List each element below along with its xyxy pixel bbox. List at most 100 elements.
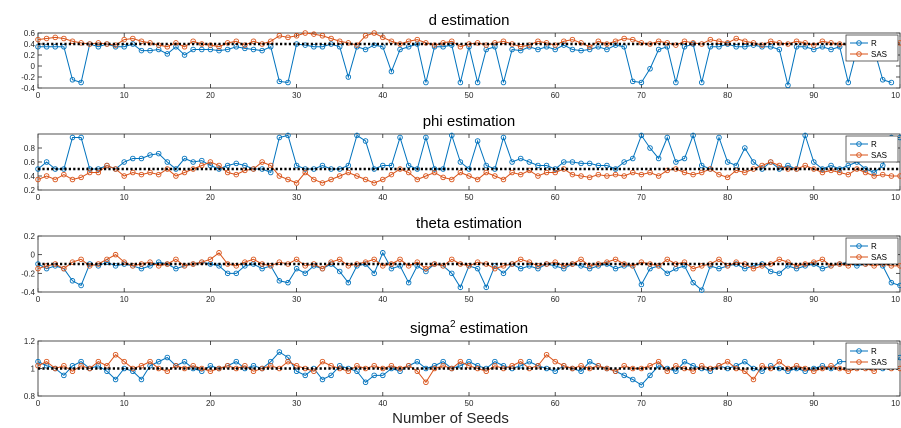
data-point-sas (724, 358, 731, 365)
data-point-sas (164, 166, 171, 172)
data-point-sas (724, 263, 731, 269)
chart-panel-2: phi estimation 0.2 0.4 0.6 0.8 0 10 20 30 40 50 60 7… (24, 113, 901, 202)
y-tick-label: 1 (31, 365, 36, 374)
data-point-sas (267, 363, 274, 369)
data-point-sas (328, 35, 334, 42)
data-point-sas (414, 36, 421, 43)
series-line-sas (37, 252, 900, 270)
data-point-sas (61, 363, 67, 369)
data-point-sas (319, 33, 326, 39)
data-point-sas (483, 169, 489, 176)
data-point-r (526, 159, 533, 165)
data-point-r (138, 47, 145, 54)
legend-marker-r (856, 243, 862, 249)
data-point-sas (199, 41, 205, 47)
data-point-sas (759, 162, 765, 169)
data-point-sas (716, 38, 722, 45)
data-point-sas (285, 176, 291, 183)
y-tick-label: 0.6 (24, 158, 36, 167)
x-tick-label: 30 (292, 91, 301, 100)
data-point-r (569, 159, 576, 165)
data-point-r (500, 79, 507, 86)
legend-marker-sas (856, 359, 862, 365)
data-point-sas (517, 256, 524, 263)
data-point-r (457, 363, 464, 369)
data-point-sas (371, 180, 377, 186)
data-point-sas (681, 169, 688, 176)
data-point-sas (285, 34, 291, 41)
data-point-r (569, 46, 576, 53)
data-point-sas (845, 171, 852, 178)
data-point-sas (199, 365, 205, 372)
data-point-r (371, 372, 377, 379)
legend-marker-r (856, 40, 862, 46)
data-point-sas (397, 166, 403, 172)
data-point-r (336, 268, 343, 275)
data-point-r (69, 134, 76, 141)
data-point-sas (612, 256, 619, 263)
legend-label-sas: SAS (871, 50, 887, 59)
x-tick-label: 70 (637, 399, 646, 408)
data-point-sas (517, 358, 524, 365)
data-point-r (43, 159, 50, 165)
data-point-r (233, 160, 240, 167)
data-point-r (630, 155, 636, 162)
data-point-sas (638, 365, 645, 372)
data-point-sas (543, 169, 550, 176)
data-point-r (733, 44, 739, 50)
data-point-r (690, 279, 696, 286)
data-point-sas (190, 261, 196, 267)
data-point-sas (535, 38, 541, 45)
data-point-sas (733, 259, 739, 265)
data-point-sas (681, 38, 688, 45)
data-point-sas (233, 365, 240, 372)
data-point-r (35, 358, 41, 365)
data-point-r (397, 134, 403, 141)
x-tick-label: 40 (378, 399, 387, 408)
data-point-sas (69, 259, 76, 265)
data-point-r (43, 363, 50, 369)
x-tick-label: 50 (465, 193, 474, 202)
data-point-sas (569, 36, 576, 43)
data-point-r (836, 358, 843, 365)
data-point-sas (500, 38, 507, 45)
data-point-sas (552, 169, 558, 176)
data-point-r (742, 145, 748, 151)
data-point-sas (328, 176, 334, 183)
data-point-sas (690, 265, 696, 272)
data-point-sas (466, 263, 472, 269)
y-tick-label: 0.8 (24, 144, 36, 153)
data-point-sas (78, 174, 84, 181)
data-point-r (130, 155, 136, 162)
data-point-sas (121, 36, 127, 43)
data-point-r (35, 166, 41, 172)
data-point-r (112, 376, 119, 383)
data-point-sas (78, 363, 84, 369)
data-point-sas (457, 358, 464, 365)
data-point-sas (147, 358, 153, 365)
legend-label-r: R (871, 242, 877, 251)
data-point-sas (759, 363, 765, 369)
y-tick-label: -0.2 (21, 269, 35, 278)
legend-marker-r (856, 348, 862, 354)
data-point-sas (742, 38, 748, 45)
data-point-r (552, 263, 558, 269)
x-tick-label: 60 (551, 295, 560, 304)
data-point-r (440, 166, 446, 172)
data-point-r (250, 46, 257, 53)
x-tick-label: 50 (465, 91, 474, 100)
data-point-r (371, 166, 377, 172)
data-point-sas (509, 363, 515, 369)
data-point-sas (61, 171, 67, 178)
data-point-sas (500, 176, 507, 183)
x-tick-label: 10 (120, 399, 129, 408)
data-point-r (664, 270, 671, 277)
data-point-r (233, 270, 240, 277)
data-point-sas (578, 173, 584, 179)
chart-title-suffix: estimation (456, 320, 529, 337)
data-point-r (69, 76, 76, 83)
y-tick-label: 0.2 (24, 51, 36, 60)
data-point-sas (664, 256, 671, 263)
data-point-r (371, 270, 377, 277)
data-point-sas (819, 365, 826, 372)
